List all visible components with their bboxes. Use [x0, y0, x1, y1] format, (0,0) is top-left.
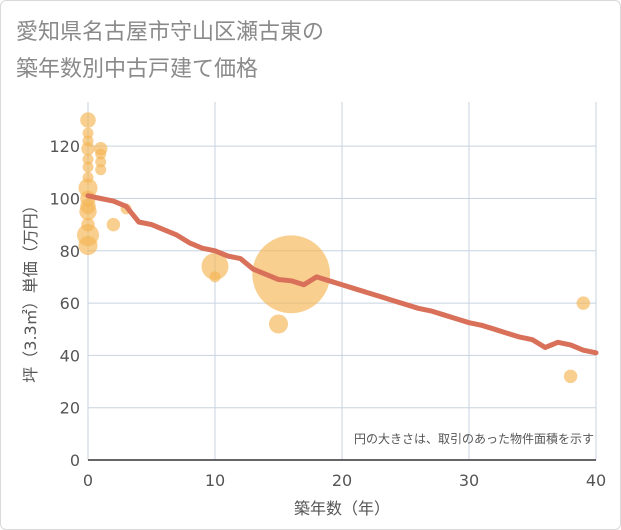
x-tick-label: 30: [459, 471, 479, 490]
trend-line: [85, 193, 599, 356]
x-tick-label: 10: [205, 471, 225, 490]
y-tick-label: 0: [70, 451, 80, 470]
bubble-point: [201, 252, 229, 280]
chart-title: 愛知県名古屋市守山区瀬古東の 築年数別中古戸建て価格: [16, 20, 325, 82]
x-tick-labels: 0 10 20 30 40: [83, 471, 606, 490]
y-tick-label: 100: [49, 189, 80, 208]
bubble-point: [81, 217, 95, 232]
y-tick-label: 120: [49, 137, 80, 156]
bubble-point: [576, 296, 591, 310]
y-tick-labels: 0 20 40 60 80 100 120: [49, 137, 80, 470]
bubble-point: [95, 148, 107, 160]
bubble-point: [82, 153, 94, 165]
bubble-point: [81, 142, 95, 156]
bubble-point: [563, 369, 578, 384]
bubble-point: [252, 235, 331, 314]
bubble-point: [80, 198, 96, 215]
bubble-point: [95, 156, 107, 168]
bubble-point: [106, 217, 121, 232]
x-tick-label: 0: [83, 471, 93, 490]
bubble-point: [78, 236, 98, 256]
y-tick-label: 80: [60, 242, 80, 261]
bubble-point: [82, 135, 94, 147]
y-axis-label: 坪（3.3㎡）単価（万円）: [21, 197, 40, 382]
x-tick-label: 20: [332, 471, 352, 490]
bubble-point: [268, 314, 289, 334]
bubble-point: [82, 161, 94, 173]
bubble-point: [82, 127, 94, 139]
grid-lines: [87, 102, 597, 460]
y-tick-label: 60: [60, 294, 80, 313]
y-tick-label: 20: [60, 399, 80, 418]
y-tick-label: 40: [60, 346, 80, 365]
bubble-point: [82, 172, 94, 184]
bubbles: [77, 112, 591, 384]
bubble-point: [209, 271, 221, 283]
bubble-point: [95, 164, 107, 176]
x-tick-label: 40: [586, 471, 606, 490]
size-note: 円の大きさは、取引のあった物件面積を示す: [354, 431, 594, 446]
bubble-point: [80, 112, 96, 128]
x-axis-label: 築年数（年）: [294, 499, 390, 518]
